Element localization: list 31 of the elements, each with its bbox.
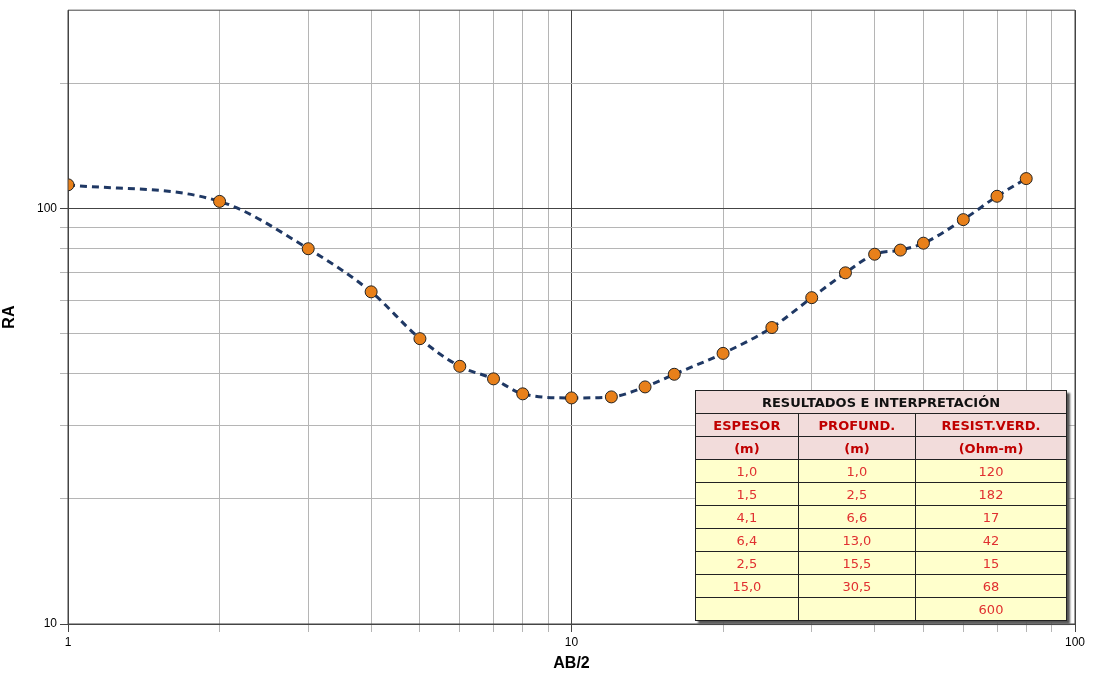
text: 182 <box>978 486 1004 502</box>
text: 1,0 <box>846 463 868 479</box>
category-label: RESIST.VERD. <box>915 413 1067 437</box>
text: 13,0 <box>842 532 872 548</box>
text: 1,0 <box>736 463 758 479</box>
text: (m) <box>844 440 870 456</box>
text: 6,4 <box>736 532 758 548</box>
text: 1,5 <box>736 486 758 502</box>
x-tick-label: 1 <box>64 634 72 649</box>
text: 15,5 <box>842 555 872 571</box>
text: 15,0 <box>732 578 762 594</box>
text: 17 <box>982 509 1000 525</box>
text: 2,5 <box>846 486 868 502</box>
category-label: ESPESOR <box>695 413 799 437</box>
text: 42 <box>982 532 1000 548</box>
text: RESULTADOS E INTERPRETACIÓN <box>695 390 1067 414</box>
text: 4,1 <box>736 509 758 525</box>
text: 2,5 <box>736 555 758 571</box>
text: 30,5 <box>842 578 872 594</box>
text: (m) <box>734 440 760 456</box>
text: 68 <box>982 578 1000 594</box>
text: 600 <box>978 601 1004 617</box>
x-tick-label: 10 <box>564 634 579 649</box>
text: (Ohm-m) <box>958 440 1024 456</box>
category-label: PROFUND. <box>798 413 916 437</box>
x-tick-label: 100 <box>1064 634 1086 649</box>
text: 6,6 <box>846 509 868 525</box>
text: 120 <box>978 463 1004 479</box>
text: 15 <box>982 555 1000 571</box>
x-axis-title: AB/2 <box>553 653 590 671</box>
y-axis-title: RA <box>0 305 18 329</box>
